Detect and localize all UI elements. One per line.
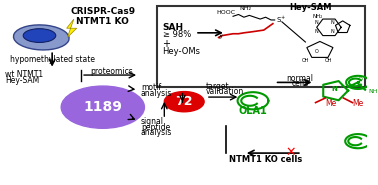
Text: wt NTMT1: wt NTMT1 xyxy=(5,70,43,79)
Text: +: + xyxy=(281,15,285,20)
FancyBboxPatch shape xyxy=(157,6,365,87)
Text: CRISPR-Cas9: CRISPR-Cas9 xyxy=(70,7,135,16)
Text: S: S xyxy=(276,17,280,23)
Text: 1189: 1189 xyxy=(84,100,122,114)
Text: OH: OH xyxy=(302,58,309,63)
Text: NH₂: NH₂ xyxy=(240,6,252,11)
Text: Me: Me xyxy=(325,99,336,108)
Text: N: N xyxy=(314,29,318,34)
Text: +: + xyxy=(339,84,343,89)
Text: normal: normal xyxy=(287,74,313,83)
Text: Hey-OMs: Hey-OMs xyxy=(163,47,200,56)
Text: hypomethylated state: hypomethylated state xyxy=(10,55,94,64)
Text: analysis: analysis xyxy=(141,89,172,98)
Text: OH: OH xyxy=(325,58,333,63)
Text: Me: Me xyxy=(352,99,364,108)
Text: validation: validation xyxy=(206,87,244,96)
Circle shape xyxy=(164,92,204,112)
Text: N: N xyxy=(314,20,318,25)
Text: Hey-SAM: Hey-SAM xyxy=(290,3,332,12)
Text: NH: NH xyxy=(368,89,378,94)
Text: OLA1: OLA1 xyxy=(239,106,267,116)
Text: ✕: ✕ xyxy=(286,146,296,159)
Text: HOOC: HOOC xyxy=(216,10,235,15)
Text: analysis: analysis xyxy=(141,128,172,137)
Text: O: O xyxy=(358,77,363,82)
Text: N: N xyxy=(331,20,335,25)
Text: signal: signal xyxy=(141,117,164,126)
Text: motif: motif xyxy=(141,83,161,92)
Text: cells: cells xyxy=(291,79,308,88)
Text: ≥ 98%: ≥ 98% xyxy=(163,30,191,39)
Text: peptide: peptide xyxy=(141,123,170,132)
Text: O: O xyxy=(314,49,318,54)
Text: 72: 72 xyxy=(175,95,193,108)
Text: SAH: SAH xyxy=(163,23,184,32)
Text: NTMT1 KO cells: NTMT1 KO cells xyxy=(229,155,302,164)
Text: Hey-SAM: Hey-SAM xyxy=(5,76,39,85)
Text: +: + xyxy=(163,39,170,49)
Polygon shape xyxy=(67,19,77,37)
Text: NH₂: NH₂ xyxy=(313,14,323,19)
Text: N: N xyxy=(331,29,335,34)
Ellipse shape xyxy=(14,25,69,50)
Ellipse shape xyxy=(23,29,56,43)
Text: N: N xyxy=(332,86,337,92)
Circle shape xyxy=(61,86,144,128)
Text: proteomics: proteomics xyxy=(90,67,133,76)
Polygon shape xyxy=(307,41,333,57)
Text: NTMT1 KO: NTMT1 KO xyxy=(76,17,129,26)
Text: target: target xyxy=(206,82,229,91)
